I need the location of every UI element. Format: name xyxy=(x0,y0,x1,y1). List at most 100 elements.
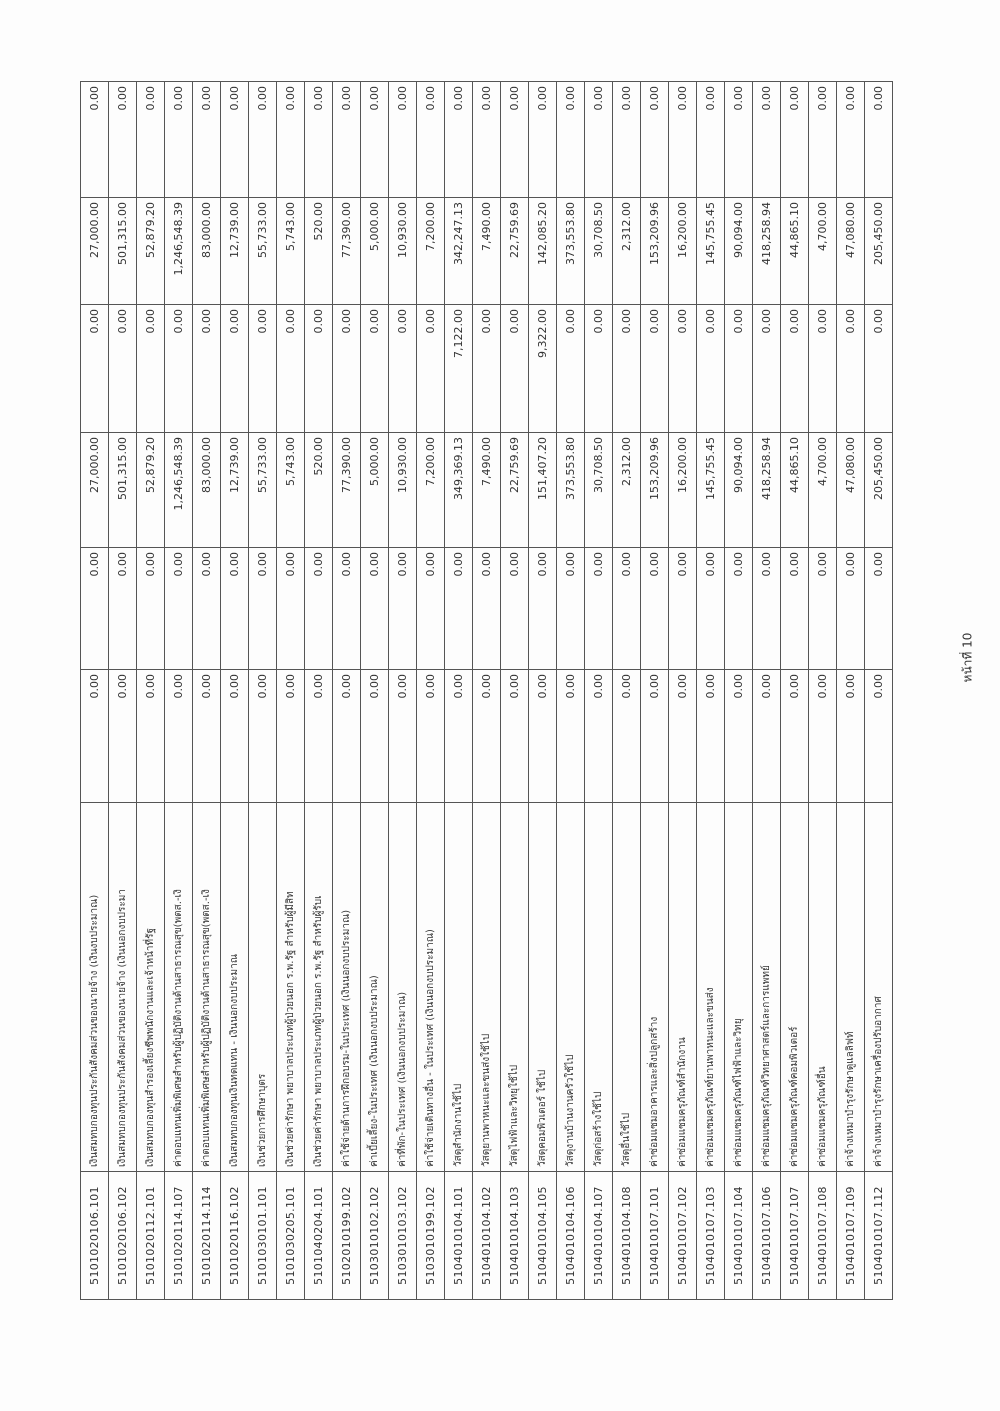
table-row: 5104010104.101 วัสดุสำนักงานใช้ไป 0.00 0.00… xyxy=(444,81,473,1300)
amount-col-5: 153,209.96 xyxy=(640,432,669,548)
amount-col-6: 0.00 xyxy=(248,304,277,433)
account-code: 5101020106.101 xyxy=(80,1171,109,1300)
table-row: 5104010104.108 วัสดุอื่นใช้ไป 0.00 0.00 2,31… xyxy=(612,81,641,1300)
amount-col-6: 0.00 xyxy=(724,304,753,433)
amount-col-8: 0.00 xyxy=(248,81,277,198)
amount-col-3: 0.00 xyxy=(192,669,221,803)
amount-col-5: 30,708.50 xyxy=(584,432,613,548)
description: วัสดุคอมพิวเตอร์ ใช้ไป xyxy=(528,802,557,1172)
amount-col-8: 0.00 xyxy=(696,81,725,198)
amount-col-7: 342,247.13 xyxy=(444,197,473,305)
account-code: 5104010107.104 xyxy=(724,1171,753,1300)
amount-col-5: 16,200.00 xyxy=(668,432,697,548)
amount-col-7: 2,312.00 xyxy=(612,197,641,305)
description: ค่าซ่อมแซมครุภัณฑ์สำนักงาน xyxy=(668,802,697,1172)
description: ค่าตอบแทนเพิ่มพิเศษสำหรับผู้ปฏิบัติงานด้… xyxy=(164,802,193,1172)
amount-col-8: 0.00 xyxy=(388,81,417,198)
amount-col-6: 9,322.00 xyxy=(528,304,557,433)
table-row: 5104010104.102 วัสดุยานพาหนะและขนส่งใช้ไป… xyxy=(472,81,501,1300)
amount-col-4: 0.00 xyxy=(780,547,809,670)
description: ค่าจ้างเหมาบำรุงรักษาเครื่องปรับอากาศ xyxy=(864,802,893,1172)
amount-col-4: 0.00 xyxy=(108,547,137,670)
account-code: 5104010104.106 xyxy=(556,1171,585,1300)
account-code: 5101030101.101 xyxy=(248,1171,277,1300)
amount-col-3: 0.00 xyxy=(808,669,837,803)
account-code: 5101020114.107 xyxy=(164,1171,193,1300)
amount-col-8: 0.00 xyxy=(724,81,753,198)
amount-col-8: 0.00 xyxy=(556,81,585,198)
table-row: 5104010104.106 วัสดุงานบ้านงานครัวใช้ไป 0.… xyxy=(556,81,585,1300)
amount-col-3: 0.00 xyxy=(752,669,781,803)
amount-col-7: 142,085.20 xyxy=(528,197,557,305)
account-code: 5104010107.112 xyxy=(864,1171,893,1300)
table-row: 5104010107.101 ค่าซ่อมแซมอาคารและสิ่งปลูก… xyxy=(640,81,669,1300)
amount-col-4: 0.00 xyxy=(80,547,109,670)
table-row: 5102010199.102 ค่าใช้จ่ายด้านการฝึกอบรม-ใ… xyxy=(332,81,361,1300)
amount-col-7: 77,390.00 xyxy=(332,197,361,305)
account-code: 5104010104.101 xyxy=(444,1171,473,1300)
table-row: 5104010104.105 วัสดุคอมพิวเตอร์ ใช้ไป 0.00… xyxy=(528,81,557,1300)
amount-col-6: 0.00 xyxy=(500,304,529,433)
amount-col-8: 0.00 xyxy=(864,81,893,198)
amount-col-7: 55,733.00 xyxy=(248,197,277,305)
amount-col-6: 0.00 xyxy=(752,304,781,433)
description: ค่าซ่อมแซมครุภัณฑ์คอมพิวเตอร์ xyxy=(780,802,809,1172)
description: เงินสมทบกองทุนเงินทดแทน - เงินนอกงบประมา… xyxy=(220,802,249,1172)
amount-col-3: 0.00 xyxy=(332,669,361,803)
amount-col-7: 22,759.69 xyxy=(500,197,529,305)
amount-col-4: 0.00 xyxy=(724,547,753,670)
table-row: 5101020106.101 เงินสมทบกองทุนประกันสังคมส… xyxy=(80,81,109,1300)
description: ค่าซ่อมแซมครุภัณฑ์วิทยาศาสตร์และการแพทย์ xyxy=(752,802,781,1172)
amount-col-6: 7,122.00 xyxy=(444,304,473,433)
amount-col-7: 83,000.00 xyxy=(192,197,221,305)
amount-col-3: 0.00 xyxy=(724,669,753,803)
amount-col-6: 0.00 xyxy=(276,304,305,433)
amount-col-7: 27,000.00 xyxy=(80,197,109,305)
amount-col-3: 0.00 xyxy=(696,669,725,803)
amount-col-8: 0.00 xyxy=(80,81,109,198)
amount-col-4: 0.00 xyxy=(472,547,501,670)
amount-col-8: 0.00 xyxy=(808,81,837,198)
account-code: 5103010199.102 xyxy=(416,1171,445,1300)
account-code: 5104010104.102 xyxy=(472,1171,501,1300)
description: ค่าซ่อมแซมอาคารและสิ่งปลูกสร้าง xyxy=(640,802,669,1172)
amount-col-7: 52,879.20 xyxy=(136,197,165,305)
amount-col-8: 0.00 xyxy=(164,81,193,198)
account-code: 5104010104.105 xyxy=(528,1171,557,1300)
amount-col-5: 7,200.00 xyxy=(416,432,445,548)
amount-col-3: 0.00 xyxy=(220,669,249,803)
amount-col-4: 0.00 xyxy=(640,547,669,670)
amount-col-7: 520.00 xyxy=(304,197,333,305)
amount-col-5: 55,733.00 xyxy=(248,432,277,548)
amount-col-7: 44,865.10 xyxy=(780,197,809,305)
amount-col-3: 0.00 xyxy=(248,669,277,803)
amount-col-5: 418,258.94 xyxy=(752,432,781,548)
amount-col-8: 0.00 xyxy=(752,81,781,198)
table-row: 5104010107.102 ค่าซ่อมแซมครุภัณฑ์สำนักงาน… xyxy=(668,81,697,1300)
amount-col-7: 90,094.00 xyxy=(724,197,753,305)
amount-col-7: 30,708.50 xyxy=(584,197,613,305)
description: วัสดุอื่นใช้ไป xyxy=(612,802,641,1172)
amount-col-3: 0.00 xyxy=(528,669,557,803)
table-row: 5101030205.101 เงินช่วยค่ารักษา พยาบาลประ… xyxy=(276,81,305,1300)
amount-col-3: 0.00 xyxy=(836,669,865,803)
amount-col-8: 0.00 xyxy=(640,81,669,198)
amount-col-8: 0.00 xyxy=(528,81,557,198)
account-code: 5104010107.106 xyxy=(752,1171,781,1300)
amount-col-8: 0.00 xyxy=(612,81,641,198)
table-row: 5101020114.114 ค่าตอบแทนเพิ่มพิเศษสำหรับผ… xyxy=(192,81,221,1300)
account-code: 5104010107.108 xyxy=(808,1171,837,1300)
amount-col-7: 153,209.96 xyxy=(640,197,669,305)
table-row: 5104010104.107 วัสดุก่อสร้างใช้ไป 0.00 0.00… xyxy=(584,81,613,1300)
amount-col-7: 501,315.00 xyxy=(108,197,137,305)
account-code: 5104010104.108 xyxy=(612,1171,641,1300)
description: เงินช่วยการศึกษาบุตร xyxy=(248,802,277,1172)
amount-col-3: 0.00 xyxy=(640,669,669,803)
amount-col-3: 0.00 xyxy=(556,669,585,803)
description: เงินสมทบกองทุนสำรองเลี้ยงชีพพนักงานและเจ… xyxy=(136,802,165,1172)
table-row: 5101020112.101 เงินสมทบกองทุนสำรองเลี้ยงช… xyxy=(136,81,165,1300)
amount-col-4: 0.00 xyxy=(416,547,445,670)
amount-col-5: 373,553.80 xyxy=(556,432,585,548)
amount-col-5: 349,369.13 xyxy=(444,432,473,548)
amount-col-5: 2,312.00 xyxy=(612,432,641,548)
